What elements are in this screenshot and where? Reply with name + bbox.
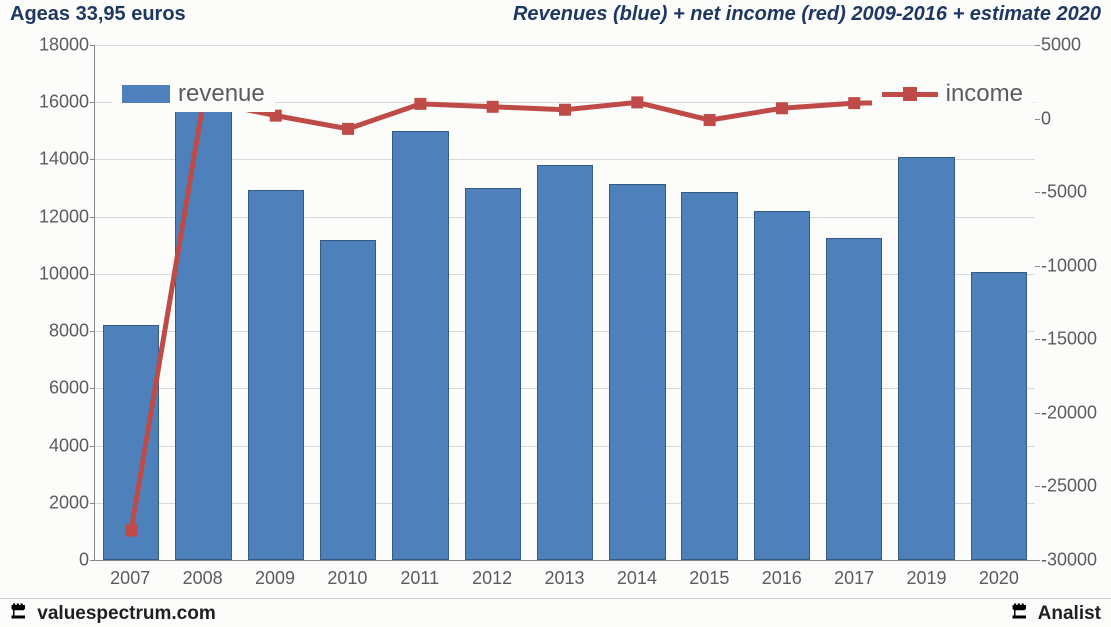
- legend-income-swatch: [882, 92, 938, 97]
- x-tick-label: 2008: [166, 568, 238, 589]
- footer-right: Analist: [1011, 601, 1101, 625]
- y-left-tick: 4000: [19, 435, 89, 456]
- y-right-tick: -20000: [1041, 402, 1111, 423]
- y-right-tick: -15000: [1041, 329, 1111, 350]
- y-right-tick: -5000: [1041, 182, 1111, 203]
- legend-revenue: revenue: [112, 76, 275, 112]
- revenue-bar: [754, 211, 810, 560]
- x-tick-label: 2017: [818, 568, 890, 589]
- y-right-tick: -30000: [1041, 550, 1111, 571]
- legend-revenue-label: revenue: [178, 80, 265, 108]
- footer-left-text: valuespectrum.com: [37, 603, 215, 624]
- y-left-tick: 18000: [19, 35, 89, 56]
- revenue-bar: [392, 131, 448, 560]
- x-axis-labels: 2007200820092010201120122013201420152016…: [94, 568, 1035, 589]
- chart-container: 0 2000 4000 6000 8000 10000 12000 14000 16000 180…: [0, 30, 1111, 597]
- revenue-bar: [826, 238, 882, 560]
- revenue-bar: [609, 184, 665, 560]
- revenue-bar: [681, 192, 737, 560]
- revenue-bar: [971, 272, 1027, 560]
- y-right-tick: 0: [1041, 108, 1111, 129]
- x-tick-label: 2009: [239, 568, 311, 589]
- y-left-tick: 2000: [19, 492, 89, 513]
- legend-revenue-swatch: [122, 85, 170, 103]
- y-left-tick: 0: [19, 550, 89, 571]
- y-left-tick: 16000: [19, 92, 89, 113]
- header-right-title: Revenues (blue) + net income (red) 2009-…: [513, 3, 1101, 26]
- y-left-tick: 12000: [19, 206, 89, 227]
- revenue-bar: [465, 188, 521, 560]
- revenue-bar: [103, 325, 159, 560]
- footer-right-text: Analist: [1038, 603, 1101, 624]
- y-left-tick: 8000: [19, 321, 89, 342]
- x-tick-label: 2020: [963, 568, 1035, 589]
- y-left-tick: 14000: [19, 149, 89, 170]
- rook-icon: [10, 601, 28, 621]
- x-tick-label: 2012: [456, 568, 528, 589]
- y-right-tick: 5000: [1041, 35, 1111, 56]
- revenue-bar: [320, 240, 376, 560]
- y-right-tick: -25000: [1041, 476, 1111, 497]
- y-left-tick: 6000: [19, 378, 89, 399]
- plot-area: 0200040006000800010000120001400016000180…: [94, 45, 1035, 561]
- header-left-title: Ageas 33,95 euros: [10, 3, 186, 26]
- legend-income-label: income: [946, 80, 1023, 108]
- revenue-bar: [537, 165, 593, 560]
- revenue-bar: [898, 157, 954, 560]
- x-tick-label: 2014: [601, 568, 673, 589]
- bars-container: [95, 45, 1035, 560]
- rook-icon: [1011, 601, 1029, 621]
- x-tick-label: 2011: [384, 568, 456, 589]
- x-tick-label: 2013: [528, 568, 600, 589]
- x-tick-label: 2015: [673, 568, 745, 589]
- revenue-bar: [175, 107, 231, 560]
- legend-income: income: [872, 76, 1033, 112]
- y-left-tick: 10000: [19, 263, 89, 284]
- x-tick-label: 2010: [311, 568, 383, 589]
- x-tick-label: 2016: [746, 568, 818, 589]
- revenue-bar: [248, 190, 304, 561]
- footer-left: valuespectrum.com: [10, 601, 216, 625]
- x-tick-label: 2007: [94, 568, 166, 589]
- x-tick-label: 2019: [890, 568, 962, 589]
- y-right-tick: -10000: [1041, 255, 1111, 276]
